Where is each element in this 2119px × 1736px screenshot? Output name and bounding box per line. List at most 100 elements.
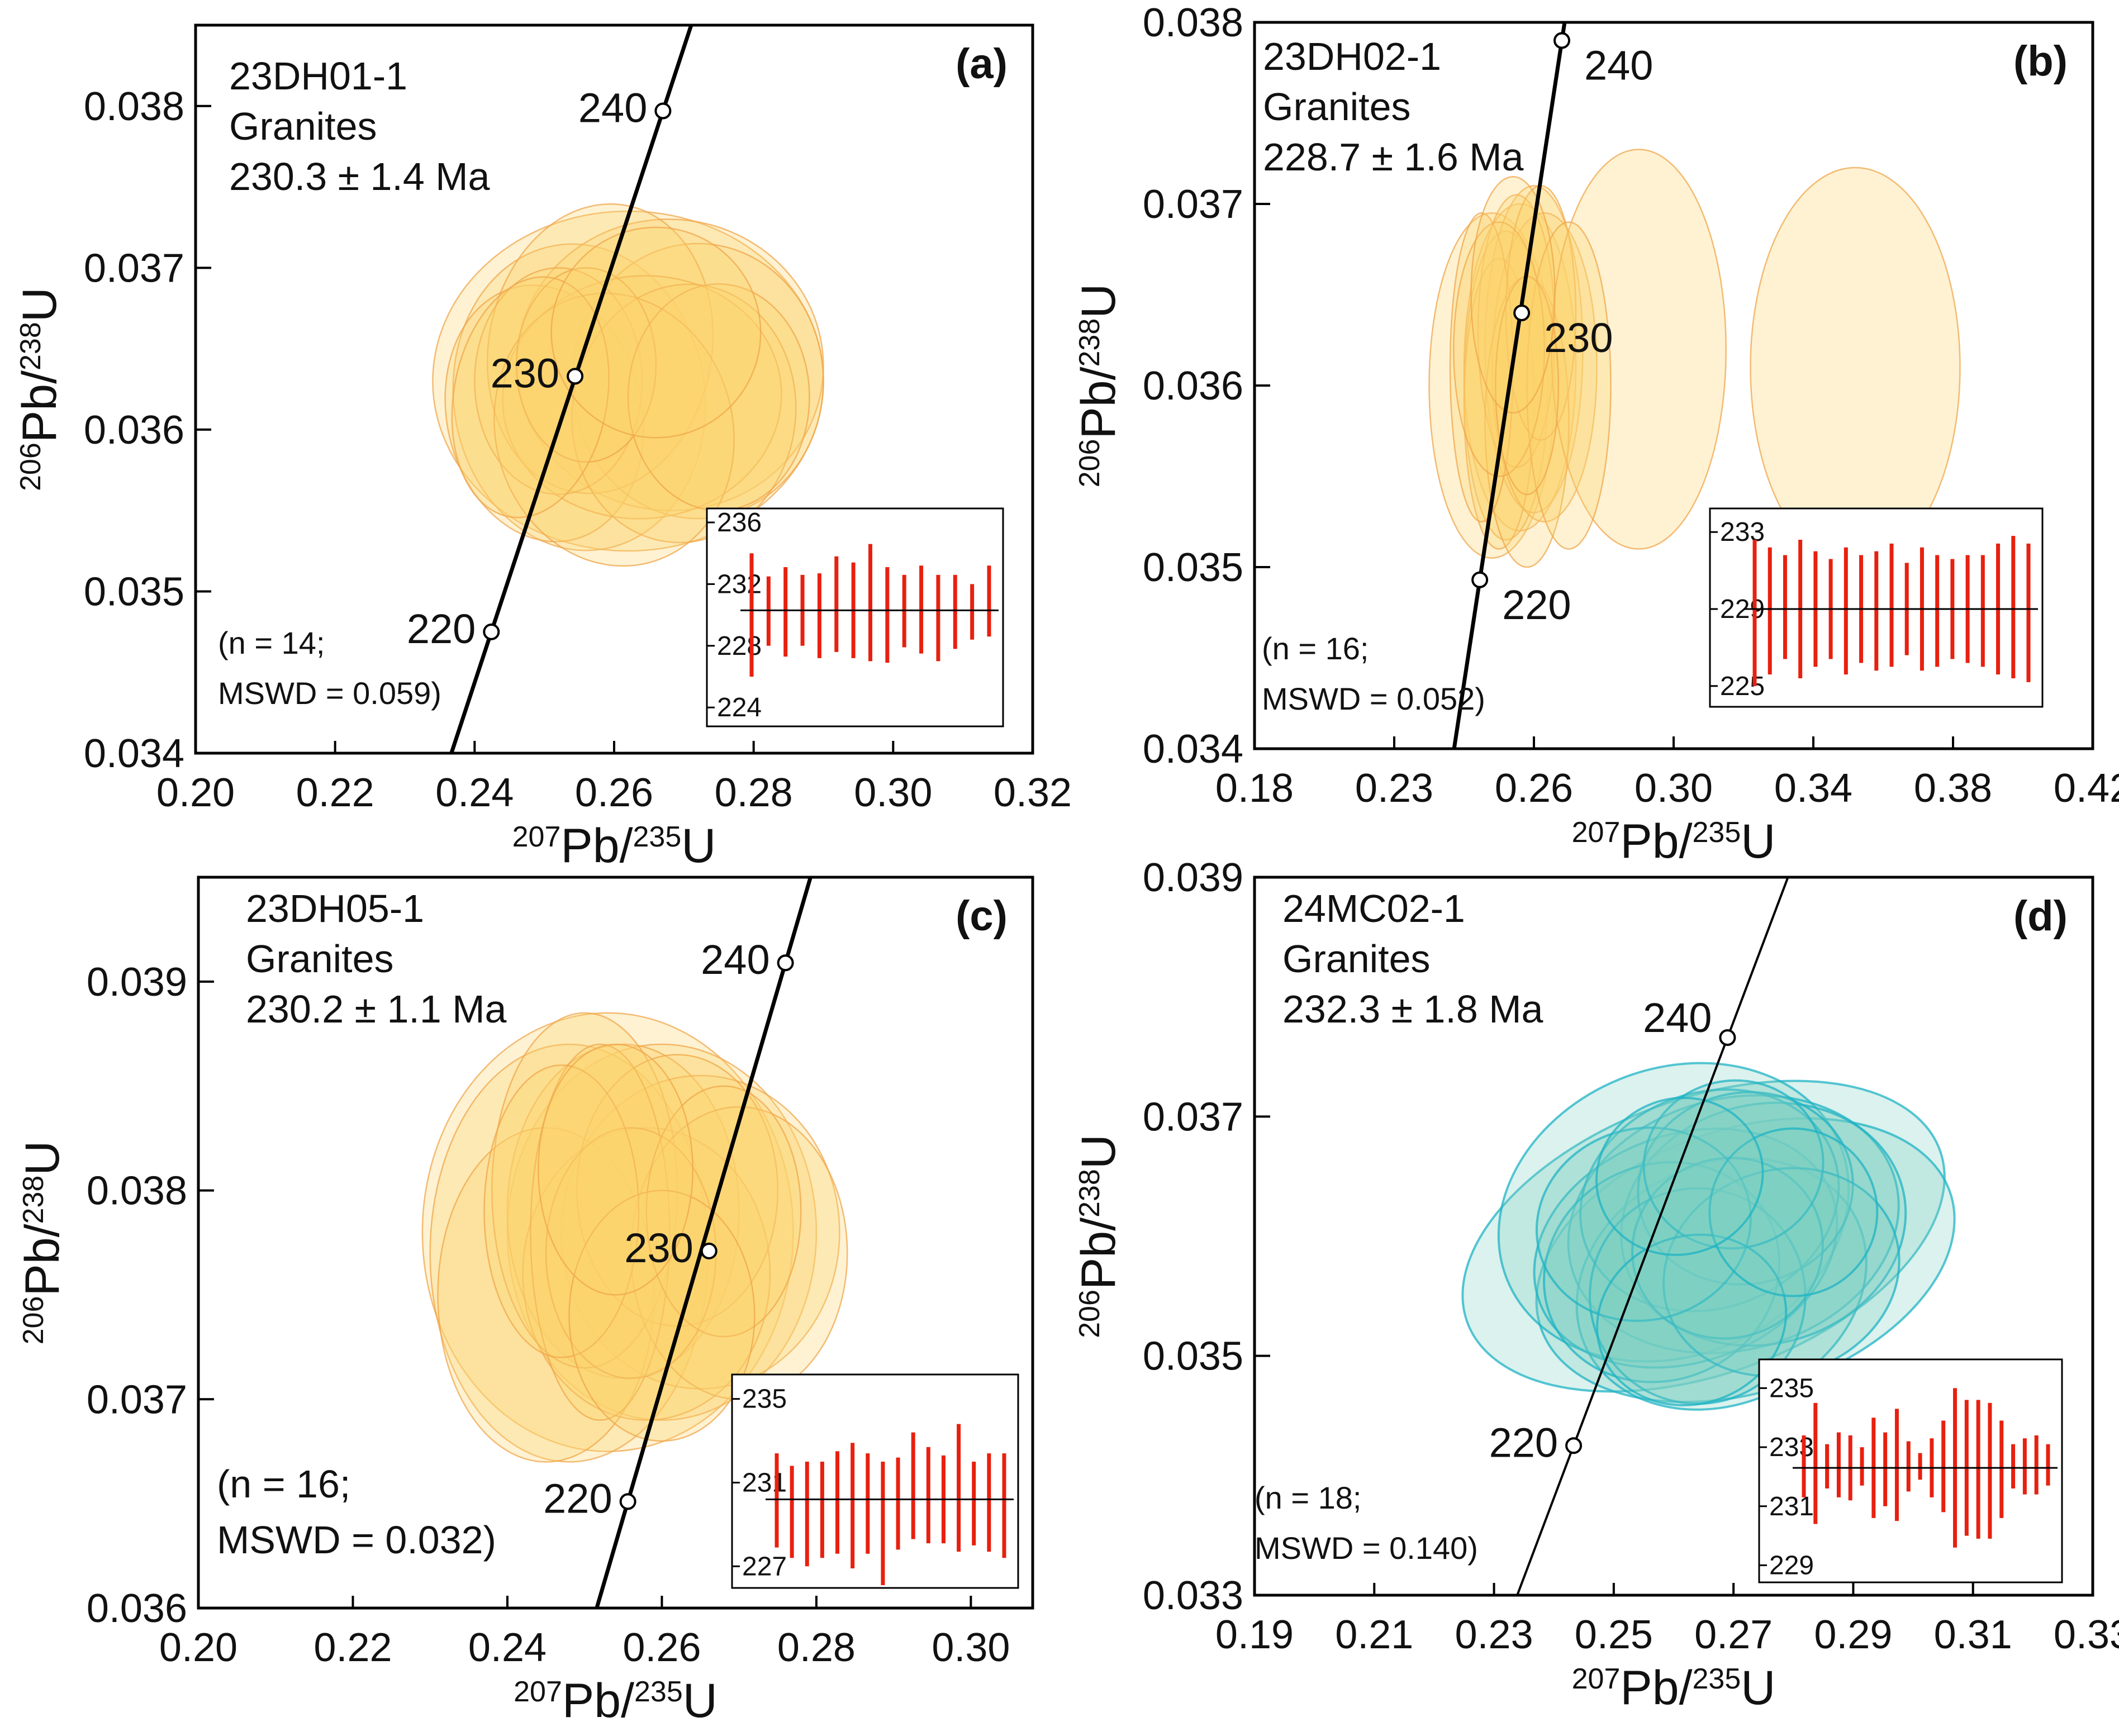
concordia-age: 230.2 ± 1.1 Ma [246, 987, 507, 1031]
axis-title-part: U [1072, 284, 1125, 318]
x-tick-label: 0.25 [1575, 1613, 1653, 1657]
x-tick-label: 0.26 [623, 1625, 701, 1670]
error-ellipse [451, 276, 610, 519]
y-axis-title: 206Pb/238U [1072, 1134, 1125, 1338]
concordia-age-marker [1719, 1029, 1736, 1046]
x-tick-label: 0.30 [932, 1625, 1010, 1670]
concordia-age: 230.3 ± 1.4 Ma [229, 155, 490, 198]
inset-y-tick-label: 231 [742, 1468, 787, 1498]
concordia-age-label: 240 [1584, 42, 1653, 89]
axis-title-part: U [13, 287, 66, 322]
concordia-curve [595, 877, 813, 1608]
y-tick-label: 0.034 [1143, 727, 1243, 772]
weighted-mean-inset: 224 228 232 236 [706, 507, 1004, 727]
y-tick-label: 0.039 [1143, 855, 1243, 900]
x-tick-label: 0.20 [159, 1625, 237, 1670]
axis-title-superscript: 207 [1572, 816, 1621, 849]
axis-title-part: Pb/ [1620, 815, 1692, 868]
x-tick-label: 0.38 [1914, 766, 1992, 811]
error-ellipse [1708, 1127, 1879, 1297]
sample-count: (n = 18; [1255, 1480, 1361, 1515]
error-ellipses [432, 203, 824, 567]
error-ellipse [452, 243, 706, 551]
concordia-age-label: 220 [1489, 1419, 1558, 1466]
y-tick-label: 0.037 [1143, 182, 1243, 227]
error-ellipse [1551, 149, 1727, 550]
axis-title-superscript: 206 [1073, 439, 1106, 488]
sample-count: (n = 14; [218, 625, 325, 660]
concordia-age: 232.3 ± 1.8 Ma [1282, 987, 1543, 1031]
error-ellipse [1535, 1126, 1752, 1322]
axis-title-part: Pb/ [1620, 1661, 1692, 1715]
y-tick-label: 0.037 [84, 246, 184, 291]
inset-y-tick-label: 236 [717, 508, 762, 538]
axis-title-part: U [1072, 1134, 1125, 1169]
error-ellipse [483, 1064, 640, 1358]
concordia-panel: 220 230 240 0.18 0.23 0.26 0.30 0.34 0.38 0.42 0.0… [1072, 1, 2119, 868]
concordia-age-marker [777, 954, 794, 972]
axis-title-superscript: 206 [15, 443, 47, 491]
y-tick-label: 0.038 [1143, 1, 1243, 45]
axis-title-superscript: 238 [17, 1176, 50, 1224]
inset-y-tick-label: 235 [742, 1385, 787, 1414]
sample-count: (n = 16; [217, 1462, 350, 1506]
y-tick-label: 0.039 [87, 960, 187, 1005]
panel-letter: (c) [956, 892, 1008, 940]
error-ellipse [444, 284, 645, 543]
error-ellipse [1542, 1160, 1781, 1383]
x-tick-label: 0.24 [468, 1625, 547, 1670]
x-tick-label: 0.29 [1814, 1613, 1892, 1657]
x-axis-title: 207Pb/235U [512, 819, 716, 873]
axis-title-superscript: 207 [514, 1676, 562, 1708]
error-ellipse [1750, 167, 1961, 568]
y-tick-label: 0.035 [84, 569, 184, 614]
inset-y-tick-label: 225 [1720, 672, 1765, 701]
axis-title-part: Pb/ [1072, 367, 1125, 439]
concordia-age-marker [1565, 1437, 1583, 1454]
error-ellipse [1595, 1096, 1764, 1256]
inset-y-tick-label: 228 [717, 631, 762, 661]
error-ellipse [515, 267, 657, 463]
concordia-age-marker [654, 102, 672, 120]
inset-y-tick-label: 233 [1720, 517, 1765, 547]
mswd-value: MSWD = 0.052) [1262, 681, 1485, 716]
concordia-age-label: 240 [701, 936, 769, 983]
concordia-age-marker [700, 1242, 718, 1259]
sample-id: 23DH05-1 [246, 887, 424, 930]
x-tick-label: 0.42 [2054, 766, 2119, 811]
x-tick-label: 0.32 [994, 771, 1072, 815]
concordia-age-marker [1513, 305, 1531, 321]
error-ellipse [421, 1012, 794, 1452]
y-tick-label: 0.037 [87, 1377, 187, 1422]
error-ellipse [645, 1085, 802, 1338]
x-tick-label: 0.23 [1455, 1613, 1533, 1657]
inset-y-tick-label: 235 [1769, 1373, 1814, 1403]
concordia-curve [1452, 22, 1567, 749]
x-tick-label: 0.33 [2054, 1613, 2119, 1657]
x-axis-title: 207Pb/235U [1572, 815, 1776, 868]
x-tick-label: 0.19 [1215, 1613, 1294, 1657]
y-tick-label: 0.038 [87, 1169, 187, 1214]
y-tick-label: 0.033 [1143, 1573, 1243, 1618]
error-ellipse [1589, 1187, 1807, 1405]
axis-title-superscript: 238 [15, 322, 47, 370]
axis-title-part: U [1741, 1661, 1775, 1715]
x-axis-title: 207Pb/235U [1572, 1661, 1776, 1715]
y-tick-label: 0.036 [87, 1586, 187, 1631]
error-ellipse [491, 1012, 678, 1369]
concordia-age-label: 220 [1502, 582, 1571, 628]
axis-title-superscript: 207 [512, 821, 561, 853]
y-tick-label: 0.036 [84, 408, 184, 453]
axis-title-superscript: 207 [1572, 1663, 1621, 1695]
concordia-age-marker [619, 1493, 636, 1510]
error-ellipses [421, 1012, 848, 1463]
error-ellipse [530, 1043, 671, 1421]
axis-title-superscript: 238 [1073, 1169, 1106, 1217]
x-tick-label: 0.27 [1694, 1613, 1773, 1657]
concordia-panel: 220 240 0.19 0.21 0.23 0.25 0.27 0.29 0.31 0.33 0.… [1072, 855, 2119, 1715]
error-ellipse [550, 226, 762, 439]
error-ellipse [538, 1043, 693, 1296]
x-axis-title: 207Pb/235U [514, 1674, 718, 1728]
axis-title-superscript: 206 [1073, 1290, 1106, 1338]
